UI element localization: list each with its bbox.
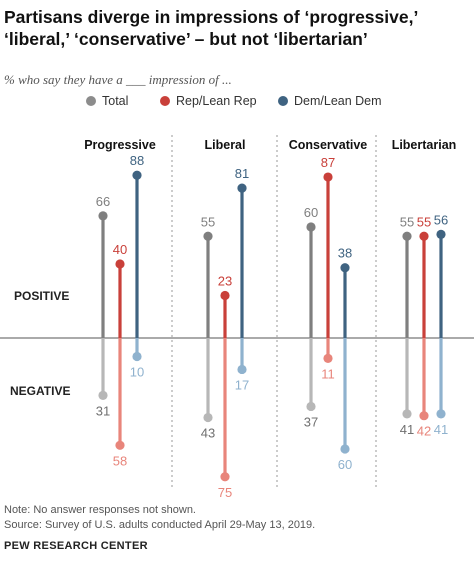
chart-title: Partisans diverge in impressions of ‘pro… xyxy=(4,7,418,49)
source-logo: PEW RESEARCH CENTER xyxy=(4,540,148,552)
category-label-libertarian: Libertarian xyxy=(392,138,457,152)
dot-positive-rep-progressive xyxy=(115,259,125,269)
dot-positive-rep-libertarian xyxy=(419,231,429,241)
chart-plot: POSITIVE NEGATIVE Progressive Liberal Conser… xyxy=(0,135,474,500)
label-negative-rep-liberal: 75 xyxy=(218,485,232,500)
label-negative-rep-conservative: 11 xyxy=(321,366,335,381)
notes: Note: No answer responses not shown. Sou… xyxy=(4,503,315,533)
legend-swatch-rep xyxy=(160,96,170,106)
label-positive-rep-progressive: 40 xyxy=(113,242,127,257)
label-negative-dem-progressive: 10 xyxy=(130,365,144,380)
dot-positive-dem-conservative xyxy=(340,263,350,273)
label-negative-rep-progressive: 58 xyxy=(113,453,127,468)
dot-positive-total-conservative xyxy=(306,222,316,232)
label-negative-total-conservative: 37 xyxy=(304,414,318,429)
dot-negative-dem-liberal xyxy=(237,364,247,375)
dot-negative-dem-conservative xyxy=(340,444,350,454)
label-positive-total-conservative: 60 xyxy=(304,205,318,220)
label-positive-rep-conservative: 87 xyxy=(321,155,335,170)
category-label-conservative: Conservative xyxy=(289,138,368,152)
dot-negative-rep-liberal xyxy=(220,472,230,482)
dot-negative-total-conservative xyxy=(306,401,316,412)
dot-negative-dem-progressive xyxy=(132,351,142,362)
legend-label-dem: Dem/Lean Dem xyxy=(294,94,382,108)
label-positive-total-progressive: 66 xyxy=(96,194,110,209)
dot-negative-total-liberal xyxy=(203,412,213,423)
label-negative-dem-libertarian: 41 xyxy=(434,422,448,437)
legend-label-total: Total xyxy=(102,94,129,108)
label-negative-total-libertarian: 41 xyxy=(400,422,414,437)
legend-item-rep: Rep/Lean Rep xyxy=(160,94,257,108)
dot-positive-total-libertarian xyxy=(402,231,412,241)
label-positive-rep-libertarian: 55 xyxy=(417,214,431,229)
label-negative-total-liberal: 43 xyxy=(201,426,215,441)
dot-positive-rep-conservative xyxy=(323,172,333,182)
source-text: Source: Survey of U.S. adults conducted … xyxy=(4,519,316,531)
row-label-negative: NEGATIVE xyxy=(10,384,70,398)
dot-negative-rep-progressive xyxy=(115,440,125,450)
label-positive-total-libertarian: 55 xyxy=(400,214,414,229)
label-negative-dem-conservative: 60 xyxy=(338,457,352,472)
category-label-progressive: Progressive xyxy=(84,138,156,152)
dot-negative-rep-conservative xyxy=(323,353,333,363)
label-negative-dem-liberal: 17 xyxy=(235,377,249,392)
dot-positive-total-liberal xyxy=(203,231,213,241)
dot-negative-total-progressive xyxy=(98,390,108,400)
dot-negative-total-libertarian xyxy=(402,409,412,419)
label-positive-dem-liberal: 81 xyxy=(235,166,249,181)
dot-positive-rep-liberal xyxy=(220,290,230,301)
legend-swatch-dem xyxy=(278,96,288,106)
chart-subtitle: % who say they have a ___ impression of … xyxy=(4,72,232,87)
label-negative-rep-libertarian: 42 xyxy=(417,424,431,439)
legend: Total Rep/Lean Rep Dem/Lean Dem xyxy=(0,94,474,112)
dot-positive-dem-libertarian xyxy=(436,229,446,239)
label-negative-total-progressive: 31 xyxy=(96,403,110,418)
legend-item-dem: Dem/Lean Dem xyxy=(278,94,382,108)
legend-swatch-total xyxy=(86,96,96,106)
dot-positive-dem-liberal xyxy=(237,183,247,193)
dot-negative-dem-libertarian xyxy=(436,409,446,419)
label-positive-dem-libertarian: 56 xyxy=(434,212,448,227)
category-label-liberal: Liberal xyxy=(205,138,246,152)
label-positive-dem-conservative: 38 xyxy=(338,246,352,261)
dot-positive-total-progressive xyxy=(98,211,108,221)
label-positive-dem-progressive: 88 xyxy=(130,153,144,168)
dot-negative-rep-libertarian xyxy=(419,411,429,421)
row-label-positive: POSITIVE xyxy=(14,289,69,303)
note-text: Note: No answer responses not shown. xyxy=(4,504,196,516)
label-positive-rep-liberal: 23 xyxy=(218,273,232,288)
label-positive-total-liberal: 55 xyxy=(201,214,215,229)
dot-positive-dem-progressive xyxy=(132,170,142,180)
legend-label-rep: Rep/Lean Rep xyxy=(176,94,257,108)
legend-item-total: Total xyxy=(86,94,128,108)
